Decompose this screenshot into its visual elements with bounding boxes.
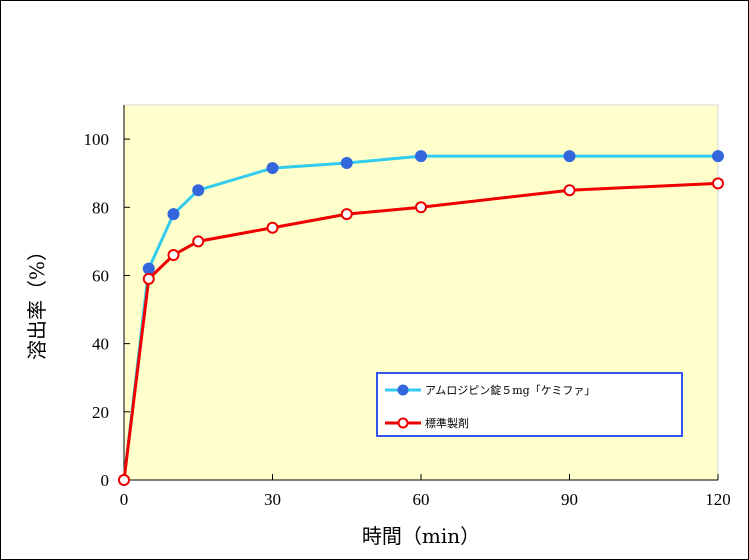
series-2-point: [712, 177, 724, 190]
x-axis-title: 時間（min）: [362, 524, 480, 548]
series-2: [118, 177, 724, 486]
legend-label-1: アムロジピン錠５mg「ケミファ」: [425, 383, 595, 397]
series-1-point: [266, 162, 279, 175]
axes: 0 20 40 60 80 100 0 30 60 90 120: [84, 105, 731, 509]
y-tick-label: 60: [92, 266, 109, 285]
y-tick-label: 0: [101, 471, 110, 490]
series-1-point: [415, 150, 427, 163]
series-1-point: [142, 262, 155, 275]
series-1-point: [563, 150, 576, 163]
y-tick-label: 20: [92, 403, 109, 422]
y-tick-label: 80: [92, 198, 109, 217]
x-tick-label: 90: [561, 490, 578, 509]
series-1-point: [192, 184, 205, 197]
series-1-point: [340, 156, 353, 169]
series-2-point: [118, 474, 130, 486]
y-tick-label: 100: [84, 130, 110, 149]
y-tick-label: 40: [92, 335, 109, 354]
series-2-point: [415, 201, 427, 214]
series-2-point: [340, 208, 353, 221]
legend-box: [376, 372, 683, 437]
x-tick-label: 0: [120, 490, 129, 509]
legend-label-2: 標準製剤: [425, 416, 469, 430]
legend-marker-1: [397, 384, 409, 396]
series-2-point: [192, 235, 205, 248]
y-axis-title: 溶出率（%）: [25, 241, 49, 360]
series-2-point: [266, 221, 279, 234]
series-2-point: [142, 272, 155, 285]
series-layer: [118, 150, 724, 486]
x-tick-label: 60: [413, 490, 430, 509]
legend: アムロジピン錠５mg「ケミファ」標準製剤: [376, 372, 683, 437]
series-2-point: [167, 249, 180, 261]
x-tick-label: 120: [705, 490, 731, 509]
series-2-point: [563, 184, 576, 197]
series-1-point: [712, 150, 724, 163]
series-1-point: [167, 208, 180, 221]
x-tick-label: 30: [264, 490, 281, 509]
legend-marker-2: [397, 417, 409, 429]
